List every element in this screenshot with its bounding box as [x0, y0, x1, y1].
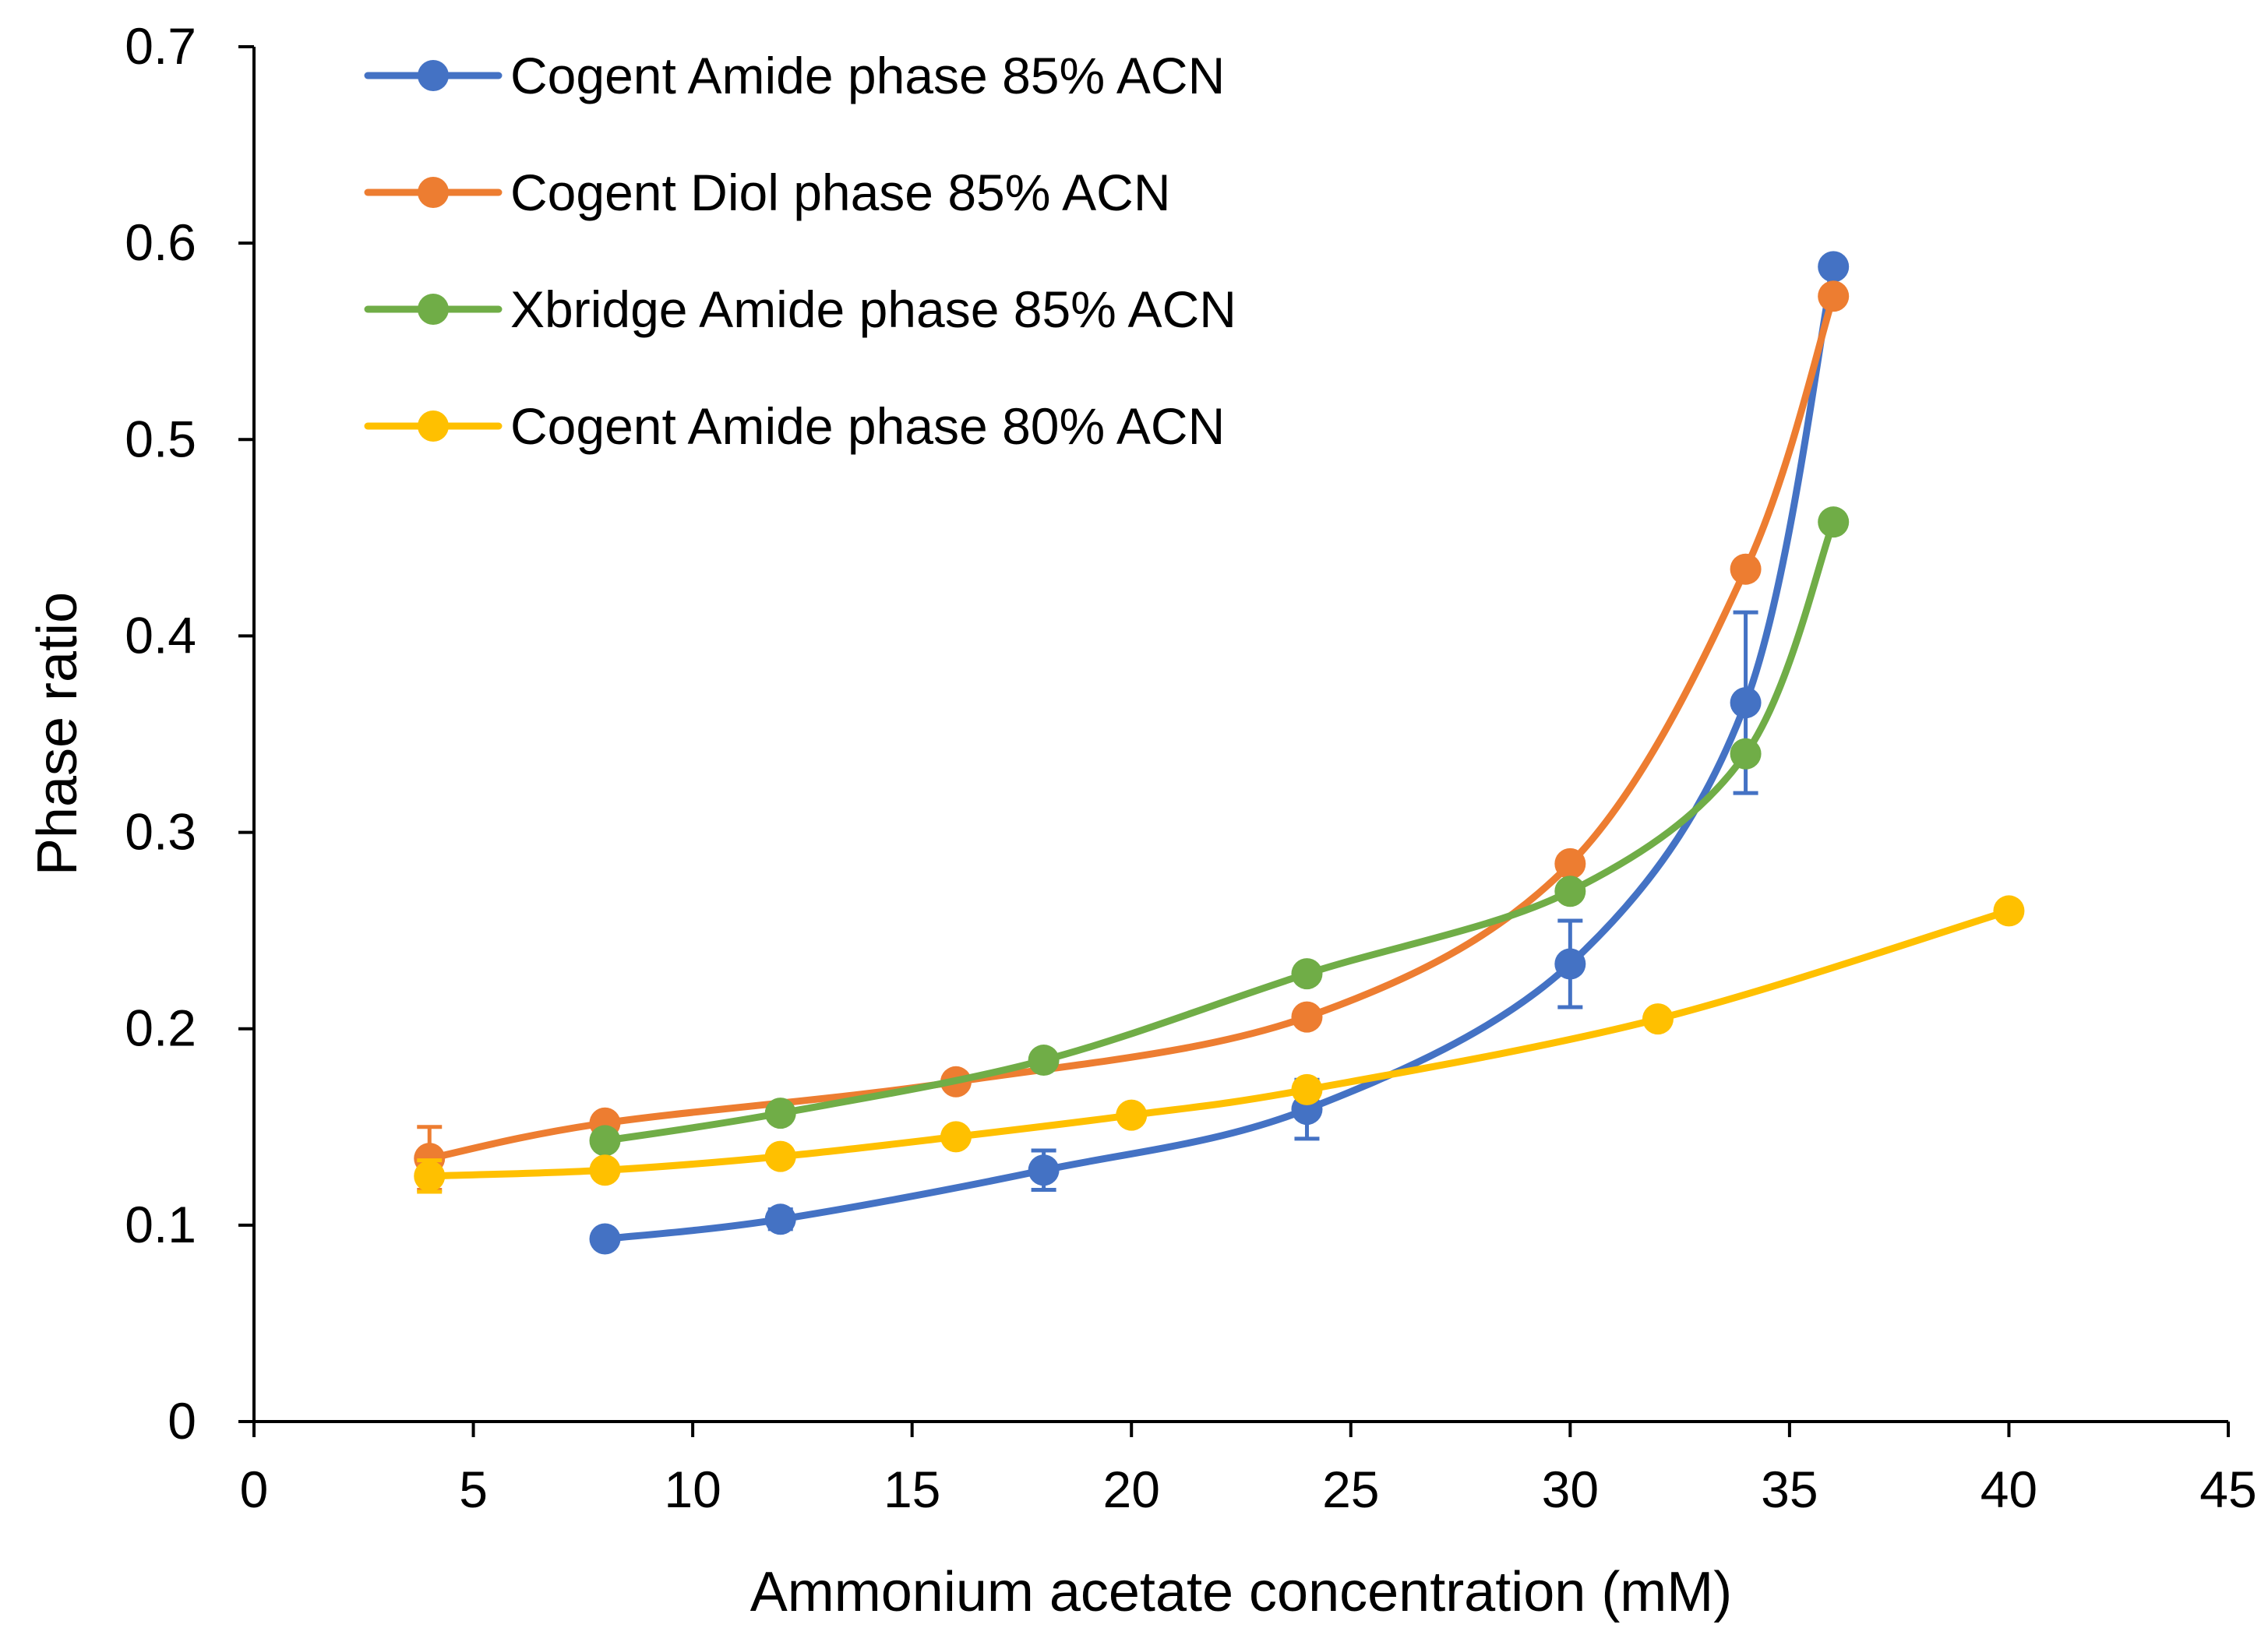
y-tick-label: 0.6	[125, 213, 196, 271]
ticks: 0 5 10 15 20 25 30 35 40 45 0 0.1 0.2 0.3 0.4 0.5 0.6 0.7	[125, 17, 2256, 1518]
y-tick-label: 0.4	[125, 606, 196, 664]
legend-item: Xbridge Amide phase 85% ACN	[364, 280, 1236, 338]
data-point	[1291, 1073, 1323, 1105]
axes	[252, 47, 2228, 1423]
x-tick-label: 30	[1542, 1461, 1599, 1518]
data-point	[414, 1160, 446, 1192]
data-point	[589, 1125, 621, 1157]
data-point	[764, 1098, 796, 1129]
data-point	[764, 1203, 796, 1235]
legend-label: Xbridge Amide phase 85% ACN	[510, 280, 1236, 338]
data-point	[1730, 687, 1762, 719]
y-tick-label: 0.5	[125, 410, 196, 467]
data-point	[1730, 738, 1762, 770]
x-tick-label: 20	[1103, 1461, 1160, 1518]
legend-swatch-marker	[418, 177, 449, 208]
series-1	[589, 251, 1850, 1255]
y-tick-label: 0.1	[125, 1196, 196, 1253]
series-line	[601, 518, 1837, 1144]
data-point	[589, 1154, 621, 1186]
legend-swatch-marker	[418, 60, 449, 91]
series-4	[414, 895, 2025, 1194]
x-tick-label: 5	[459, 1461, 488, 1518]
legend-label: Cogent Amide phase 80% ACN	[510, 397, 1225, 455]
y-tick-label: 0.3	[125, 803, 196, 861]
x-tick-label: 0	[240, 1461, 269, 1518]
y-tick-label: 0.7	[125, 17, 196, 75]
series	[414, 251, 2025, 1255]
x-tick-label: 35	[1761, 1461, 1818, 1518]
x-axis-title: Ammonium acetate concentration (mM)	[750, 1561, 1732, 1623]
data-point	[1554, 876, 1586, 907]
legend-swatch-marker	[418, 294, 449, 325]
legend-label: Cogent Diol phase 85% ACN	[510, 164, 1171, 221]
y-axis-title: Phase ratio	[26, 592, 89, 876]
data-point	[940, 1121, 972, 1153]
data-point	[764, 1140, 796, 1172]
data-point	[1818, 280, 1850, 312]
x-tick-label: 10	[664, 1461, 721, 1518]
legend-item: Cogent Amide phase 85% ACN	[364, 47, 1225, 104]
data-point	[1116, 1099, 1148, 1131]
legend-item: Cogent Diol phase 85% ACN	[364, 164, 1171, 221]
x-tick-label: 45	[2199, 1461, 2256, 1518]
x-tick-label: 25	[1322, 1461, 1379, 1518]
data-point	[1291, 1001, 1323, 1033]
y-tick-label: 0.2	[125, 999, 196, 1057]
x-tick-label: 40	[1981, 1461, 2037, 1518]
legend-item: Cogent Amide phase 80% ACN	[364, 397, 1225, 455]
legend: Cogent Amide phase 85% ACN Cogent Diol ph…	[364, 47, 1236, 455]
series-line	[601, 263, 1837, 1243]
series-2	[414, 280, 1850, 1192]
data-point	[1642, 1003, 1674, 1035]
x-tick-label: 15	[884, 1461, 940, 1518]
legend-swatch-marker	[418, 410, 449, 442]
data-point	[1730, 553, 1762, 585]
data-point	[1818, 251, 1850, 283]
data-point	[1028, 1154, 1060, 1186]
data-point	[1291, 958, 1323, 990]
y-tick-label: 0	[168, 1392, 196, 1450]
legend-label: Cogent Amide phase 85% ACN	[510, 47, 1225, 104]
data-point	[1554, 948, 1586, 980]
data-point	[1818, 506, 1850, 538]
data-point	[589, 1223, 621, 1255]
data-point	[1028, 1045, 1060, 1076]
data-point	[1554, 847, 1586, 879]
data-point	[1993, 895, 2025, 927]
series-3	[589, 506, 1850, 1157]
